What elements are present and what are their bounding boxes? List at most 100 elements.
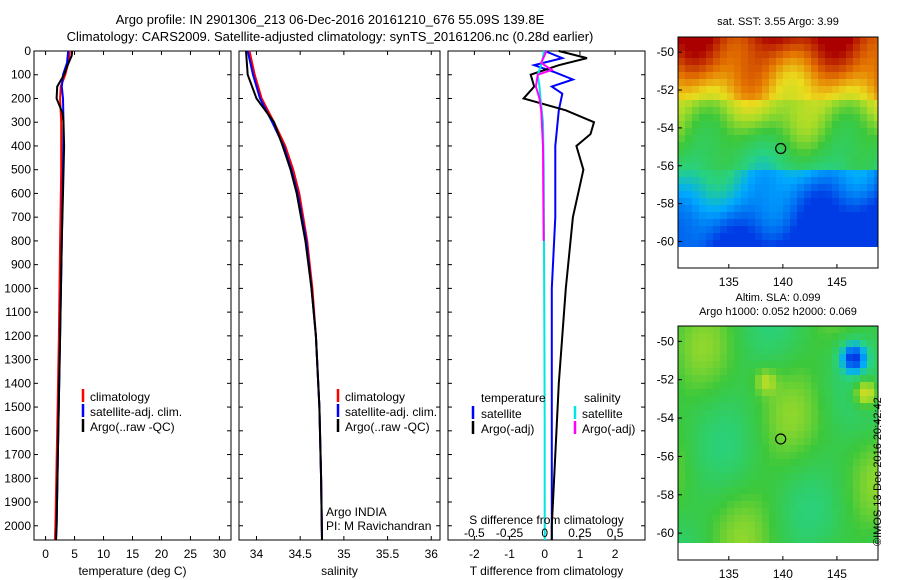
map-cell [860, 100, 867, 107]
map-cell [811, 410, 818, 417]
map-x-tick-label: 135 [719, 567, 739, 580]
map-cell [790, 149, 797, 156]
map-cell [692, 410, 699, 417]
map-cell [755, 333, 762, 340]
map-cell [853, 37, 860, 44]
map-cell [776, 93, 783, 100]
map-cell [734, 72, 741, 79]
map-cell [685, 212, 692, 219]
map-cell [706, 347, 713, 354]
map-cell [748, 233, 755, 240]
map-cell [776, 79, 783, 86]
map-cell [713, 361, 720, 368]
map-cell [804, 361, 811, 368]
map-cell [846, 361, 853, 368]
map-cell [755, 403, 762, 410]
map-cell [748, 177, 755, 184]
map-cell [832, 445, 839, 452]
map-cell [860, 65, 867, 72]
map-cell [860, 347, 867, 354]
map-cell [839, 93, 846, 100]
map-cell [678, 508, 685, 515]
map-cell [762, 529, 769, 536]
map-cell [874, 233, 878, 240]
map-cell [797, 121, 804, 128]
map-cell [727, 529, 734, 536]
map-cell [853, 184, 860, 191]
map-cell [867, 375, 874, 382]
map-cell [874, 480, 878, 487]
map-cell [825, 100, 832, 107]
map-cell [818, 191, 825, 198]
map-cell [818, 107, 825, 114]
map-cell [741, 219, 748, 226]
map-cell [839, 361, 846, 368]
map-cell [804, 340, 811, 347]
map-cell [853, 347, 860, 354]
y-tick-label: 1300 [4, 353, 31, 367]
map-x-tick-label: 135 [719, 275, 739, 289]
map-cell [685, 177, 692, 184]
map-cell [818, 529, 825, 536]
map-cell [692, 473, 699, 480]
map-cell [741, 417, 748, 424]
map-cell [853, 480, 860, 487]
map-cell [874, 58, 878, 65]
map-cell [818, 233, 825, 240]
map-cell [692, 494, 699, 501]
map-cell [832, 368, 839, 375]
map-cell [874, 191, 878, 198]
map-cell [825, 487, 832, 494]
map-cell [790, 191, 797, 198]
map-cell [846, 100, 853, 107]
map-cell [846, 205, 853, 212]
map-cell [762, 93, 769, 100]
map-cell [860, 480, 867, 487]
map-cell [769, 459, 776, 466]
map-cell [699, 347, 706, 354]
map-cell [727, 361, 734, 368]
map-cell [699, 522, 706, 529]
map-cell [720, 107, 727, 114]
map-cell [832, 466, 839, 473]
map-cell [832, 51, 839, 58]
map-cell [706, 149, 713, 156]
map-cell [748, 389, 755, 396]
map-cell [790, 424, 797, 431]
map-cell [713, 340, 720, 347]
map-cell [720, 212, 727, 219]
map-cell [818, 212, 825, 219]
map-cell [790, 58, 797, 65]
map-cell [832, 438, 839, 445]
map-cell [853, 128, 860, 135]
map-cell [720, 508, 727, 515]
map-cell [720, 205, 727, 212]
map-cell [762, 452, 769, 459]
map-cell [853, 501, 860, 508]
map-cell [811, 529, 818, 536]
map-cell [783, 128, 790, 135]
map-cell [860, 459, 867, 466]
map-cell [867, 487, 874, 494]
map-cell [783, 410, 790, 417]
map-cell [797, 473, 804, 480]
map-cell [769, 219, 776, 226]
map-cell [776, 340, 783, 347]
map-cell [699, 44, 706, 51]
map-cell [874, 163, 878, 170]
map-cell [713, 410, 720, 417]
map-cell [741, 522, 748, 529]
map-cell [769, 354, 776, 361]
map-cell [804, 452, 811, 459]
map-cell [825, 156, 832, 163]
map-cell [692, 184, 699, 191]
map-cell [825, 121, 832, 128]
map-cell [748, 156, 755, 163]
map-cell [867, 424, 874, 431]
map-cell [720, 184, 727, 191]
map-cell [839, 487, 846, 494]
map-cell [741, 114, 748, 121]
x-tick-label: 15 [126, 547, 140, 561]
map-cell [846, 93, 853, 100]
map-cell [790, 333, 797, 340]
